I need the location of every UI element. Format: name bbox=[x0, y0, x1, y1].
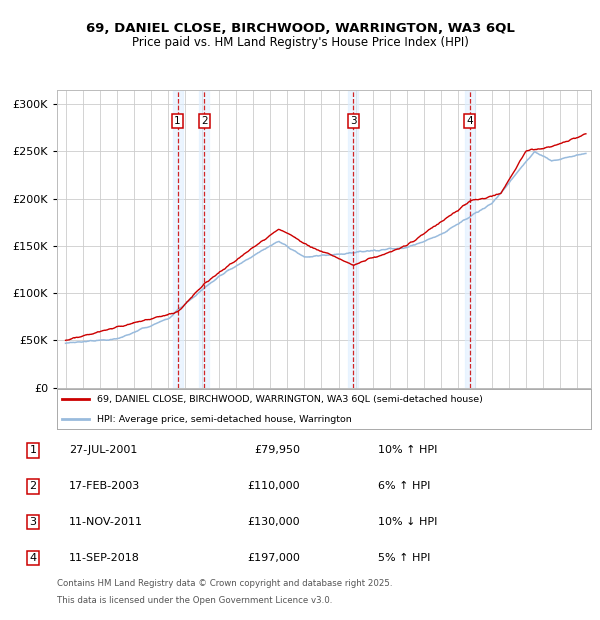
Text: HPI: Average price, semi-detached house, Warrington: HPI: Average price, semi-detached house,… bbox=[97, 415, 352, 423]
Text: 6% ↑ HPI: 6% ↑ HPI bbox=[378, 481, 430, 491]
Text: 3: 3 bbox=[350, 116, 356, 126]
Text: 11-NOV-2011: 11-NOV-2011 bbox=[69, 517, 143, 527]
Text: 1: 1 bbox=[175, 116, 181, 126]
Text: 5% ↑ HPI: 5% ↑ HPI bbox=[378, 553, 430, 563]
Text: Price paid vs. HM Land Registry's House Price Index (HPI): Price paid vs. HM Land Registry's House … bbox=[131, 36, 469, 49]
Bar bbox=[465, 90, 475, 387]
Text: £197,000: £197,000 bbox=[247, 553, 300, 563]
Text: 17-FEB-2003: 17-FEB-2003 bbox=[69, 481, 140, 491]
Bar bbox=[173, 90, 183, 387]
Text: 69, DANIEL CLOSE, BIRCHWOOD, WARRINGTON, WA3 6QL: 69, DANIEL CLOSE, BIRCHWOOD, WARRINGTON,… bbox=[86, 22, 514, 35]
Text: 69, DANIEL CLOSE, BIRCHWOOD, WARRINGTON, WA3 6QL (semi-detached house): 69, DANIEL CLOSE, BIRCHWOOD, WARRINGTON,… bbox=[97, 395, 483, 404]
Text: Contains HM Land Registry data © Crown copyright and database right 2025.: Contains HM Land Registry data © Crown c… bbox=[57, 579, 392, 588]
Bar bbox=[199, 90, 209, 387]
Text: 27-JUL-2001: 27-JUL-2001 bbox=[69, 445, 137, 455]
Bar bbox=[348, 90, 358, 387]
Text: 2: 2 bbox=[29, 481, 37, 491]
Text: £110,000: £110,000 bbox=[247, 481, 300, 491]
Text: 3: 3 bbox=[29, 517, 37, 527]
Text: 4: 4 bbox=[467, 116, 473, 126]
Text: This data is licensed under the Open Government Licence v3.0.: This data is licensed under the Open Gov… bbox=[57, 596, 332, 606]
Text: 10% ↑ HPI: 10% ↑ HPI bbox=[378, 445, 437, 455]
Text: £130,000: £130,000 bbox=[247, 517, 300, 527]
Text: 2: 2 bbox=[201, 116, 208, 126]
Text: £79,950: £79,950 bbox=[254, 445, 300, 455]
Text: 11-SEP-2018: 11-SEP-2018 bbox=[69, 553, 140, 563]
Text: 10% ↓ HPI: 10% ↓ HPI bbox=[378, 517, 437, 527]
Text: 1: 1 bbox=[29, 445, 37, 455]
Text: 4: 4 bbox=[29, 553, 37, 563]
